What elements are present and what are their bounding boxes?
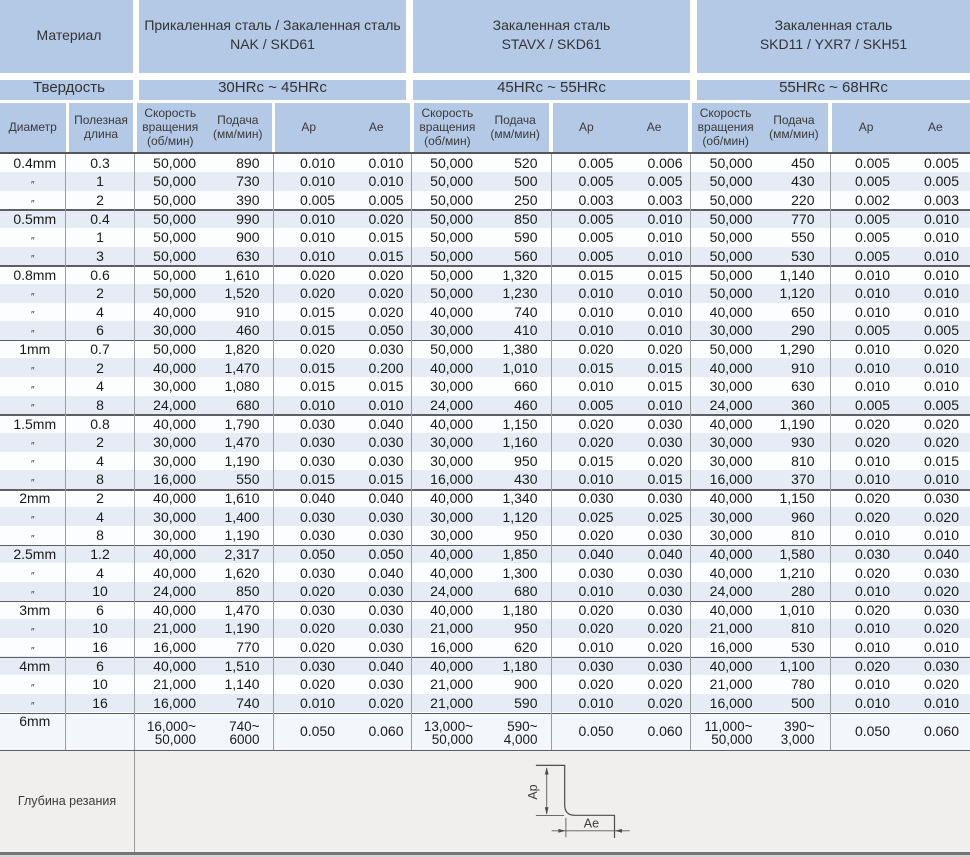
svg-text:Ap: Ap (526, 784, 540, 799)
svg-text:Ae: Ae (584, 817, 599, 831)
